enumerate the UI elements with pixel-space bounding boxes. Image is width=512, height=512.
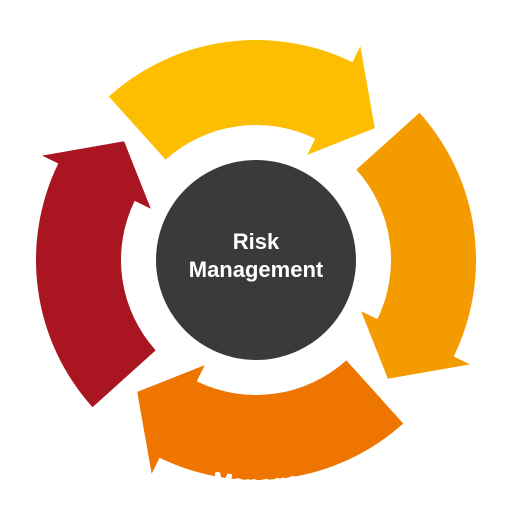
risk-management-cycle: AssessEvaluateManageMeasure Risk Managem… (0, 0, 512, 512)
segment-evaluate (356, 113, 476, 379)
segment-label-assess: Assess (211, 7, 301, 38)
cycle-svg: Assess Evaluate Manage Measure (0, 0, 512, 512)
segment-measure (36, 141, 156, 407)
segment-assess (109, 40, 375, 160)
segment-label-measure: Measure (3, 208, 35, 312)
segment-manage (137, 360, 403, 480)
center-circle (156, 160, 356, 360)
segment-label-manage: Manage (211, 467, 302, 498)
segment-label-evaluate: Evaluate (477, 207, 509, 313)
